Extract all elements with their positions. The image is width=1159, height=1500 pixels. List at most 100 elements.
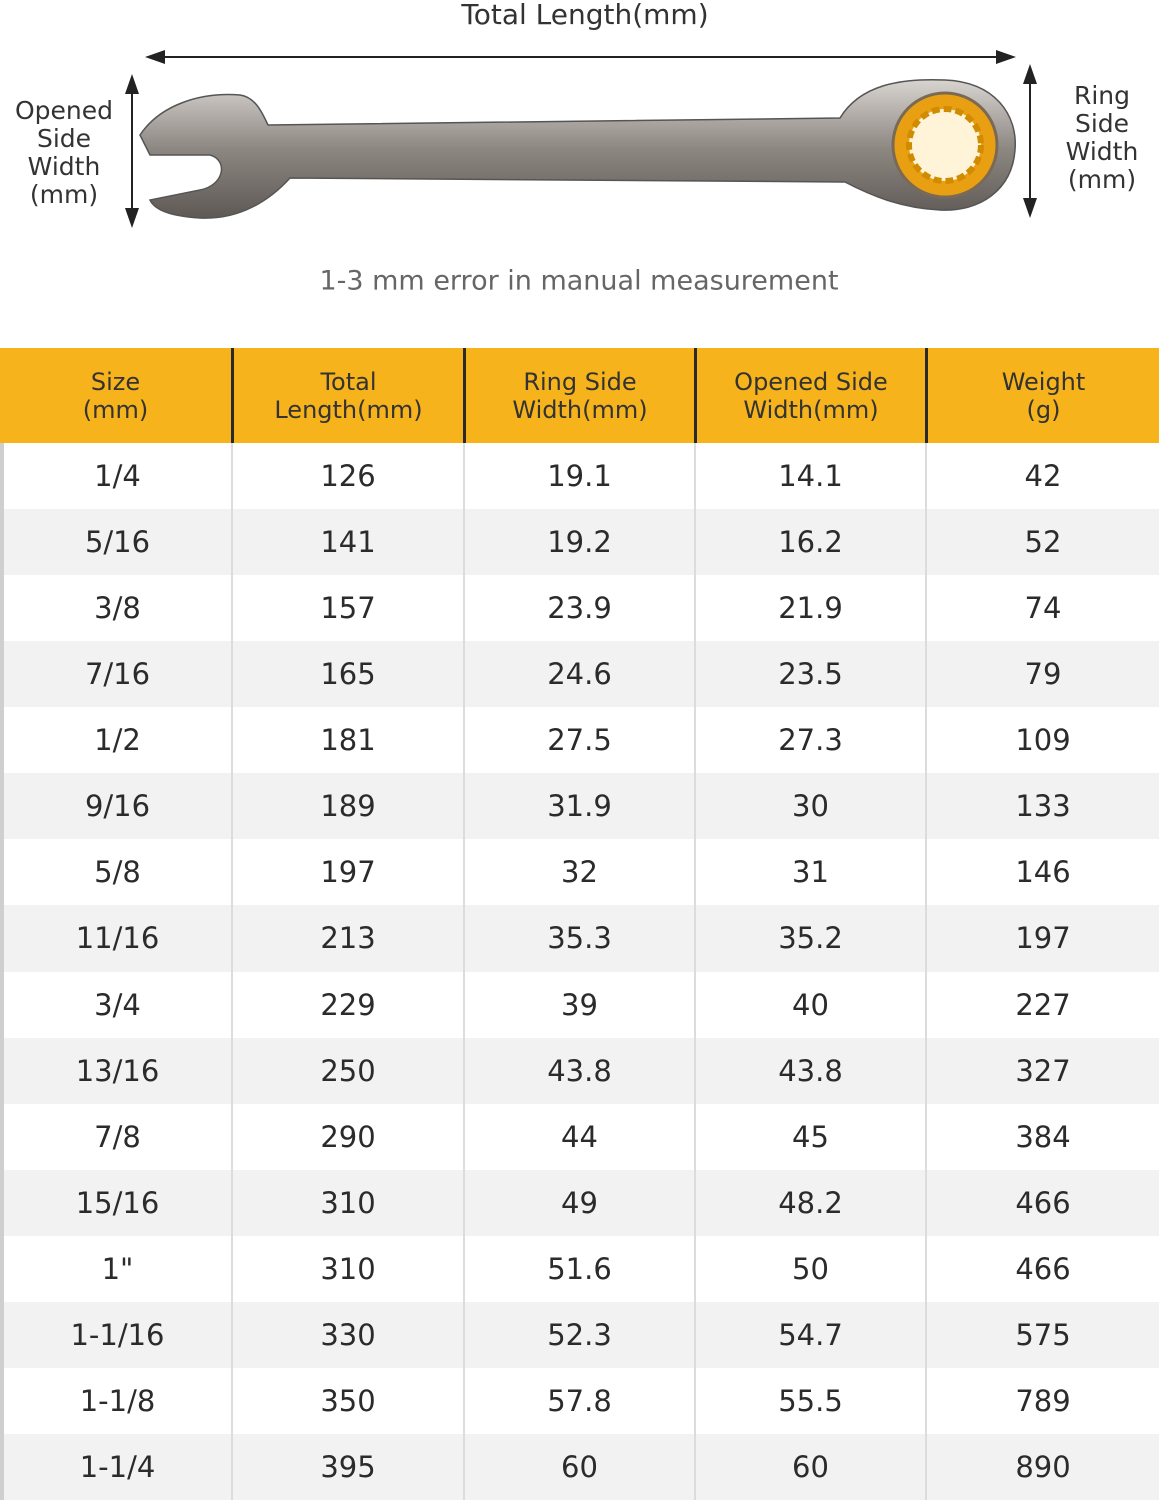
note: 1-3 mm error in manual measurement	[319, 266, 838, 297]
table-cell: 27.5	[463, 707, 694, 774]
table-cell: 384	[925, 1103, 1159, 1170]
arrow-head	[145, 50, 165, 64]
table-cell: 5/8	[0, 839, 231, 906]
wrench	[139, 78, 1016, 219]
ring-hole	[906, 106, 984, 184]
table-cell: 27.3	[694, 707, 925, 774]
table-cell: 395	[231, 1433, 463, 1500]
table-cell: 290	[231, 1103, 463, 1170]
header-cell: Total Length(mm)	[231, 348, 463, 443]
header-text: Opened Side	[734, 367, 888, 396]
table-cell: 35.3	[463, 905, 694, 972]
header-text: Weight	[1001, 367, 1086, 396]
table-cell: 146	[925, 839, 1159, 906]
table-cell: 42	[925, 443, 1159, 510]
table-cell: 109	[925, 707, 1159, 774]
table-cell: 133	[925, 773, 1159, 840]
table-cell: 197	[231, 839, 463, 906]
table-cell: 141	[231, 509, 463, 576]
table-cell: 9/16	[0, 773, 231, 840]
table-cell: 35.2	[694, 905, 925, 972]
table-cell: 7/16	[0, 641, 231, 708]
label-line: (mm)	[1068, 165, 1136, 194]
table-cell: 31.9	[463, 773, 694, 840]
header-cell: Weight (g)	[925, 348, 1159, 443]
table-cell: 49	[463, 1169, 694, 1236]
table-cell: 40	[694, 971, 925, 1038]
table-cell: 890	[925, 1433, 1159, 1500]
label-line: Opened	[15, 96, 113, 125]
table-cell: 21.9	[694, 575, 925, 642]
table-cell: 126	[231, 443, 463, 510]
table-cell: 79	[925, 641, 1159, 708]
header-text: Size	[90, 367, 141, 396]
table-cell: 24.6	[463, 641, 694, 708]
table-cell: 1-1/4	[0, 1433, 231, 1500]
header-cell: Size (mm)	[0, 348, 231, 443]
header-text: Length(mm)	[274, 395, 423, 424]
table-cell: 1-1/8	[0, 1367, 231, 1434]
table-cell: 350	[231, 1367, 463, 1434]
table-cell: 789	[925, 1367, 1159, 1434]
table-cell: 1-1/16	[0, 1301, 231, 1368]
label-line: Side	[1075, 109, 1129, 138]
table-cell: 466	[925, 1169, 1159, 1236]
table-cell: 310	[231, 1169, 463, 1236]
table-cell: 74	[925, 575, 1159, 642]
label-line: Side	[37, 124, 91, 153]
table-cell: 43.8	[694, 1037, 925, 1104]
table-cell: 31	[694, 839, 925, 906]
table-cell: 19.2	[463, 509, 694, 576]
header-text: Ring Side	[523, 367, 637, 396]
table-cell: 39	[463, 971, 694, 1038]
table-cell: 250	[231, 1037, 463, 1104]
spec-table: Size (mm) Total Length(mm) Ring Side Width(mm…	[0, 348, 1159, 1500]
table-cell: 55.5	[694, 1367, 925, 1434]
table-cell: 229	[231, 971, 463, 1038]
table-cell: 30	[694, 773, 925, 840]
table-cell: 213	[231, 905, 463, 972]
table-cell: 51.6	[463, 1235, 694, 1302]
table-cell: 197	[925, 905, 1159, 972]
header-text: Width(mm)	[512, 395, 648, 424]
label-line: Width	[1066, 137, 1139, 166]
table-cell: 52.3	[463, 1301, 694, 1368]
header-text: Total	[320, 367, 377, 396]
table-cell: 3/4	[0, 971, 231, 1038]
label-line: (mm)	[30, 180, 98, 209]
table-cell: 57.8	[463, 1367, 694, 1434]
header-text: Width(mm)	[743, 395, 879, 424]
arrow-head	[996, 50, 1016, 64]
table-cell: 32	[463, 839, 694, 906]
table-cell: 3/8	[0, 575, 231, 642]
arrow-head	[125, 74, 139, 94]
header-text: (mm)	[82, 395, 149, 424]
table-cell: 45	[694, 1103, 925, 1170]
table-cell: 181	[231, 707, 463, 774]
arrow-head	[1023, 198, 1037, 218]
table-cell: 1"	[0, 1235, 231, 1302]
table-cell: 5/16	[0, 509, 231, 576]
table-cell: 227	[925, 971, 1159, 1038]
table-cell: 189	[231, 773, 463, 840]
arrow-head	[1023, 64, 1037, 84]
table-cell: 19.1	[463, 443, 694, 510]
label-line: Width	[28, 152, 101, 181]
arrow-head	[125, 208, 139, 228]
table-cell: 466	[925, 1235, 1159, 1302]
table-cell: 54.7	[694, 1301, 925, 1368]
table-cell: 1/2	[0, 707, 231, 774]
table-cell: 330	[231, 1301, 463, 1368]
table-cell: 165	[231, 641, 463, 708]
table-cell: 7/8	[0, 1103, 231, 1170]
table-cell: 16.2	[694, 509, 925, 576]
table-cell: 310	[231, 1235, 463, 1302]
table-cell: 60	[694, 1433, 925, 1500]
table-cell: 44	[463, 1103, 694, 1170]
table-cell: 23.9	[463, 575, 694, 642]
table-cell: 157	[231, 575, 463, 642]
table-cell: 11/16	[0, 905, 231, 972]
